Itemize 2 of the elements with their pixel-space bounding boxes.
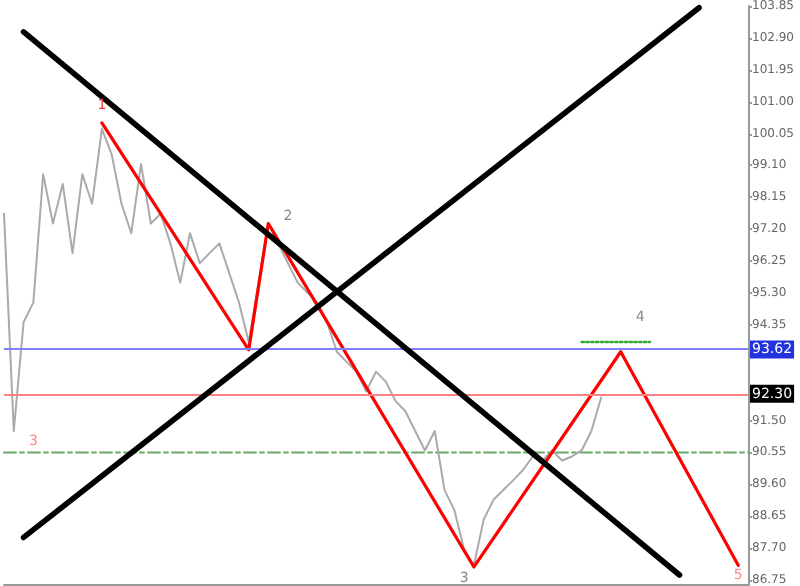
line-series (3, 127, 603, 567)
line-series (100, 121, 740, 569)
